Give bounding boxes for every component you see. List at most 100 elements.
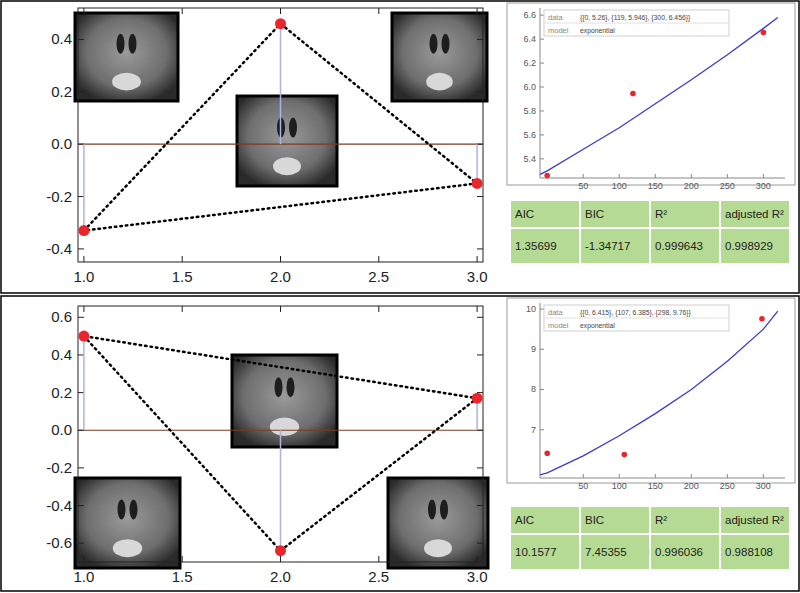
x-tick-label: 100 xyxy=(612,181,627,191)
y-tick-label: 5.8 xyxy=(523,106,536,116)
connecting-line xyxy=(84,24,477,231)
info-box: data{{0, 6.415}, {107, 6.385}, {298, 9.7… xyxy=(544,305,729,331)
stem xyxy=(83,336,85,430)
y-tick-label: 0.0 xyxy=(51,421,72,438)
y-axis xyxy=(540,303,541,478)
thumbnail-detail xyxy=(426,73,453,91)
y-tick xyxy=(78,39,84,40)
x-tick xyxy=(83,306,84,312)
info-label: data xyxy=(548,13,563,22)
thumbnail-detail xyxy=(129,34,137,54)
y-tick xyxy=(78,430,84,431)
x-tick xyxy=(378,556,379,562)
thumbnail-detail xyxy=(130,500,138,520)
x-tick xyxy=(477,306,478,312)
y-tick-label: 8 xyxy=(531,384,536,394)
y-tick xyxy=(78,91,84,92)
y-tick xyxy=(477,196,483,197)
x-tick-label: 250 xyxy=(720,181,735,191)
thumbnail-frame xyxy=(232,355,337,447)
x-tick xyxy=(477,256,478,262)
thumbnail-detail xyxy=(118,500,126,520)
x-tick-label: 1.5 xyxy=(172,268,193,285)
info-box-frame xyxy=(544,305,729,331)
x-tick-label: 1.0 xyxy=(73,268,94,285)
table-cell xyxy=(650,534,720,570)
table-value: 0.998929 xyxy=(725,240,773,252)
thumbnail-detail xyxy=(424,539,452,557)
panel-border xyxy=(1,296,799,591)
table-header: AIC xyxy=(515,514,534,526)
plot-frame xyxy=(78,306,483,562)
y-tick-label: 6.6 xyxy=(523,10,536,20)
fit-line xyxy=(540,18,778,175)
y-tick-label: -0.2 xyxy=(46,188,72,205)
thumbnail-detail xyxy=(113,539,142,557)
point xyxy=(472,393,483,404)
x-tick xyxy=(619,174,620,178)
table-header: R² xyxy=(655,514,667,526)
stem xyxy=(280,24,282,144)
plot-marks xyxy=(540,18,778,179)
thumbnail-detail xyxy=(273,157,301,175)
table-cell xyxy=(580,228,650,264)
table-value: 1.35699 xyxy=(515,240,557,252)
x-tick-label: 100 xyxy=(612,481,627,491)
info-text: exponential xyxy=(580,322,615,330)
info-box: data{{0, 5.26}, {119, 5.946}, {300, 6.45… xyxy=(544,10,729,36)
table-cell xyxy=(720,228,790,264)
y-tick-label: 0.6 xyxy=(51,308,72,325)
x-tick xyxy=(727,174,728,178)
y-tick-label: -0.6 xyxy=(46,534,72,551)
thumbnail-frame xyxy=(237,96,337,186)
x-axis xyxy=(540,478,785,479)
x-tick xyxy=(655,474,656,478)
x-tick xyxy=(378,306,379,312)
y-tick xyxy=(78,354,84,355)
x-tick xyxy=(378,8,379,14)
x-tick-label: 2.0 xyxy=(270,268,291,285)
y-tick xyxy=(540,389,544,390)
y-tick xyxy=(477,467,483,468)
data-point xyxy=(544,173,550,179)
x-tick-label: 3.0 xyxy=(467,268,488,285)
stem xyxy=(83,144,85,230)
x-tick xyxy=(280,556,281,562)
y-axis xyxy=(540,8,541,178)
table-header-cell xyxy=(650,506,720,534)
x-tick xyxy=(83,8,84,14)
stem xyxy=(476,144,478,183)
table-cell xyxy=(650,228,720,264)
plot-marks xyxy=(78,331,482,557)
y-tick xyxy=(78,505,84,506)
info-box-frame xyxy=(544,10,729,36)
mri-thumbnail xyxy=(388,478,488,568)
thumbnail-detail xyxy=(287,377,295,397)
table-header: adjusted R² xyxy=(725,514,784,526)
y-tick-label: -0.4 xyxy=(46,240,72,257)
plot-frame xyxy=(78,8,483,262)
x-tick-label: 2.5 xyxy=(368,268,389,285)
x-tick xyxy=(83,556,84,562)
y-tick-label: 0.2 xyxy=(51,384,72,401)
info-label: data xyxy=(548,308,563,317)
plot-marks xyxy=(78,18,482,236)
info-box-rule xyxy=(544,318,729,319)
x-tick xyxy=(583,174,584,178)
x-tick-label: 3.0 xyxy=(467,568,488,585)
connecting-line xyxy=(84,336,477,551)
table-cell xyxy=(510,228,580,264)
table-value: 7.45355 xyxy=(585,546,627,558)
y-tick xyxy=(540,39,544,40)
x-tick-label: 300 xyxy=(756,181,771,191)
info-box-rule xyxy=(544,23,729,24)
y-tick xyxy=(540,15,544,16)
y-tick xyxy=(78,248,84,249)
x-tick xyxy=(477,8,478,14)
thumbnail-frame xyxy=(75,13,178,101)
x-tick xyxy=(280,256,281,262)
data-point xyxy=(544,450,550,456)
x-tick xyxy=(182,556,183,562)
y-tick-label: 0.4 xyxy=(51,30,72,47)
table-value: -1.34717 xyxy=(585,240,630,252)
